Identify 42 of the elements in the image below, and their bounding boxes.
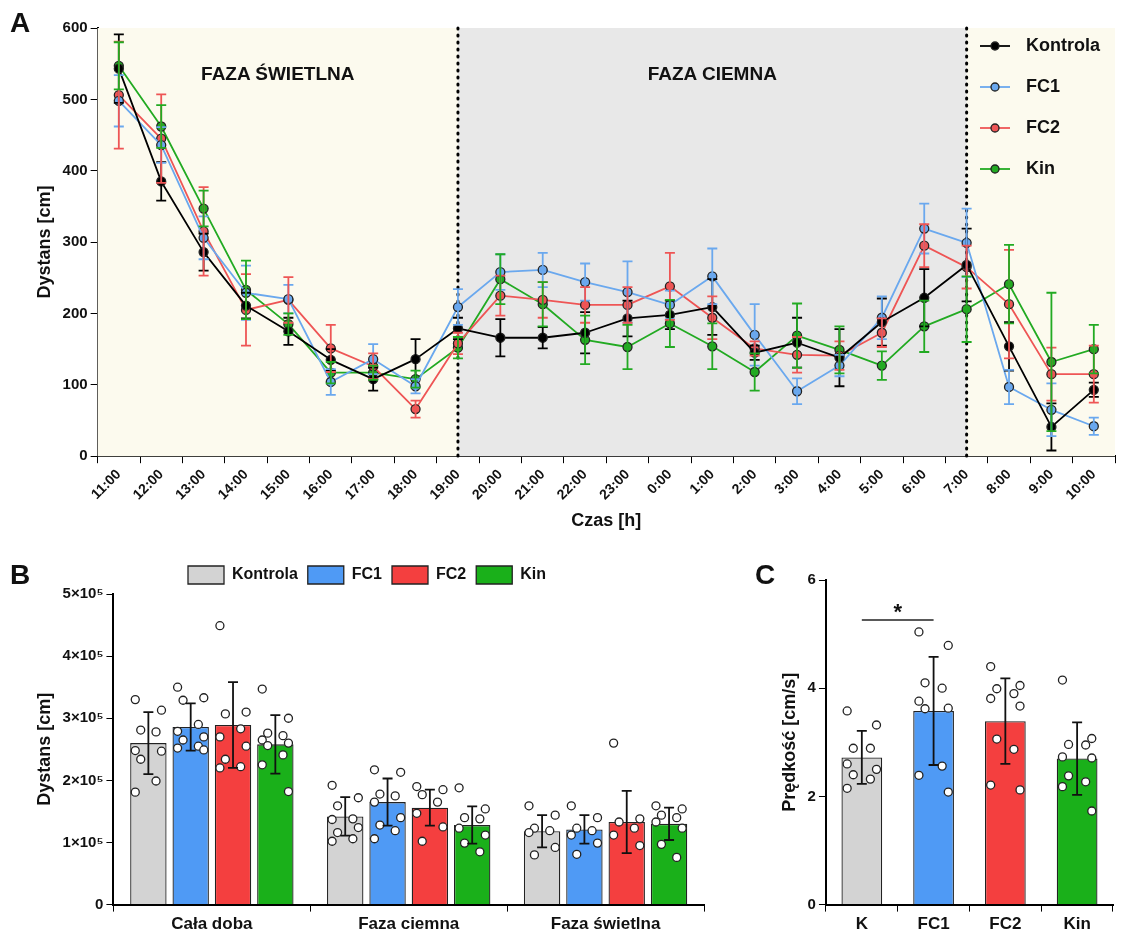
y-tick-label: 1×10⁵ [62, 832, 104, 850]
y-axis-title: Dystans [cm] [33, 185, 54, 299]
y-tick-label: 0 [95, 894, 104, 912]
x-tick-label: Faza ciemna [358, 914, 460, 934]
legend-label: FC1 [351, 565, 383, 583]
y-tick-label: 500 [62, 89, 88, 107]
annotation: * [893, 599, 903, 625]
text: A [10, 6, 31, 38]
y-axis-title: Prędkość [cm/s] [778, 672, 799, 812]
y-tick-label: 600 [62, 18, 88, 36]
y-tick-label: 100 [62, 374, 88, 392]
legend-label: FC2 [1026, 116, 1061, 137]
legend-label: Kin [1026, 157, 1055, 178]
y-tick-label: 0 [807, 894, 816, 912]
text: B [10, 558, 31, 590]
y-tick-label: 200 [62, 303, 88, 321]
y-tick-label: 2 [807, 786, 816, 804]
y-tick-label: 4×10⁵ [62, 646, 104, 664]
y-tick-label: 0 [79, 446, 88, 464]
legend-label: FC1 [1026, 75, 1061, 96]
legend-label: FC2 [436, 565, 467, 583]
y-tick-label: 3×10⁵ [62, 708, 104, 726]
y-tick-label: 6 [807, 570, 816, 588]
x-tick-label: K [855, 914, 869, 934]
x-tick-label: Kin [1063, 914, 1091, 934]
legend-label: Kontrola [1026, 34, 1101, 55]
y-axis-title: Dystans [cm] [33, 692, 54, 806]
x-tick-label: Faza świetlna [550, 914, 661, 934]
x-axis-title: Czas [h] [571, 510, 642, 531]
y-tick-label: 400 [62, 160, 88, 178]
x-tick-label: FC1 [917, 914, 950, 934]
x-tick-label: Cała doba [171, 914, 254, 934]
band-label: FAZA ŚWIETLNA [201, 63, 355, 84]
band-label: FAZA CIEMNA [647, 63, 778, 84]
legend-label: Kin [520, 565, 547, 583]
x-tick-label: FC2 [989, 914, 1022, 934]
y-tick-label: 300 [62, 232, 88, 250]
text: C [755, 558, 776, 590]
y-tick-label: 2×10⁵ [62, 770, 104, 788]
y-tick-label: 5×10⁵ [62, 584, 104, 602]
y-tick-label: 4 [807, 678, 817, 696]
legend-label: Kontrola [232, 565, 298, 583]
